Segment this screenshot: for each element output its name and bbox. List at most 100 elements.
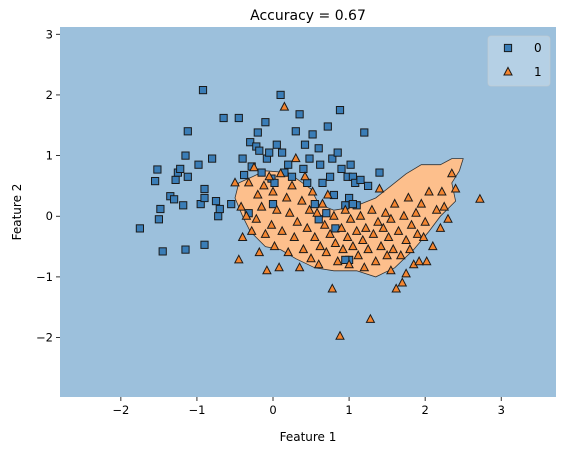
data-point-class-1: [450, 183, 461, 193]
data-point-class-1: [281, 192, 292, 202]
data-point-class-0: [208, 154, 217, 163]
data-point-class-1: [380, 207, 391, 217]
data-point-class-0: [215, 204, 224, 214]
data-point-class-1: [277, 225, 287, 235]
data-point-class-1: [315, 240, 326, 251]
data-point-class-0: [211, 197, 221, 206]
data-point-class-1: [336, 222, 347, 232]
data-point-class-0: [194, 160, 203, 169]
x-tick-label: 2: [421, 403, 428, 417]
data-point-class-1: [401, 234, 411, 244]
data-point-class-0: [305, 154, 314, 163]
data-point-class-0: [171, 175, 180, 185]
data-point-class-0: [200, 184, 209, 194]
data-point-class-1: [304, 204, 315, 214]
data-point-class-0: [158, 247, 167, 256]
data-point-class-1: [403, 192, 414, 202]
data-point-class-1: [322, 189, 333, 199]
data-point-class-1: [300, 171, 310, 181]
data-point-class-0: [299, 164, 308, 174]
data-point-class-0: [295, 110, 304, 119]
y-tick-label: −1: [36, 270, 53, 284]
data-point-class-1: [345, 213, 356, 223]
data-point-class-0: [322, 209, 331, 218]
y-tick-label: 1: [46, 149, 53, 163]
data-point-class-1: [378, 222, 389, 232]
y-tick-label: 0: [46, 209, 53, 223]
data-point-class-1: [241, 210, 252, 220]
data-point-class-1: [330, 237, 341, 247]
data-point-class-1: [236, 201, 246, 211]
data-point-class-1: [252, 189, 263, 199]
data-point-class-1: [399, 210, 409, 220]
data-point-class-1: [405, 243, 415, 254]
data-point-class-1: [418, 231, 429, 241]
data-point-class-0: [318, 178, 327, 188]
legend: 01: [487, 35, 551, 87]
data-point-class-0: [335, 106, 345, 115]
data-point-class-1: [365, 313, 376, 323]
x-axis-label: Feature 1: [280, 430, 337, 444]
data-point-class-1: [298, 243, 309, 254]
data-point-class-1: [359, 262, 370, 272]
data-point-class-1: [297, 195, 307, 205]
y-tick-label: −2: [36, 331, 53, 345]
data-point-class-1: [306, 253, 316, 263]
data-point-class-1: [363, 243, 373, 254]
x-tick-label: 0: [269, 403, 276, 417]
data-point-class-0: [255, 146, 264, 155]
data-point-class-1: [266, 219, 277, 229]
data-point-class-1: [292, 216, 303, 226]
legend-marker-class-1: [503, 66, 513, 76]
data-point-class-1: [313, 259, 324, 269]
data-point-class-1: [357, 234, 368, 244]
data-point-class-0: [261, 118, 270, 127]
data-point-class-1: [259, 180, 269, 190]
data-point-class-1: [388, 243, 399, 254]
data-point-class-1: [367, 204, 377, 214]
data-point-class-1: [317, 198, 328, 208]
data-point-class-1: [391, 283, 402, 293]
y-tick-label: 2: [46, 88, 53, 102]
data-point-class-0: [276, 90, 285, 100]
data-point-class-1: [249, 162, 259, 172]
data-point-class-0: [300, 140, 310, 149]
data-point-class-1: [302, 222, 313, 232]
data-point-class-1: [395, 250, 406, 260]
data-point-class-1: [233, 254, 244, 264]
data-point-class-0: [291, 127, 300, 136]
data-point-class-0: [246, 138, 255, 147]
data-point-class-0: [257, 168, 266, 177]
data-point-class-1: [312, 207, 322, 217]
data-point-class-0: [270, 178, 279, 188]
data-point-class-1: [406, 219, 417, 229]
x-tick-label: −2: [112, 403, 129, 417]
data-point-class-1: [260, 228, 271, 238]
data-point-class-0: [179, 201, 188, 210]
data-point-class-1: [325, 228, 335, 238]
data-point-class-1: [284, 207, 295, 217]
data-point-class-0: [314, 215, 323, 224]
data-point-class-1: [414, 256, 424, 266]
data-point-class-0: [348, 200, 357, 209]
data-point-class-0: [153, 165, 162, 174]
data-point-class-1: [475, 193, 485, 203]
data-point-class-1: [243, 177, 254, 187]
data-point-class-1: [246, 225, 257, 235]
data-point-class-1: [446, 168, 457, 178]
data-point-class-1: [439, 201, 450, 211]
data-point-class-0: [170, 195, 179, 204]
data-point-class-0: [238, 154, 247, 163]
data-point-class-1: [351, 225, 362, 235]
data-point-class-0: [308, 130, 317, 139]
data-point-class-0: [356, 175, 365, 185]
data-point-class-1: [416, 198, 427, 208]
data-point-class-1: [355, 210, 366, 220]
data-point-class-1: [332, 256, 343, 266]
data-point-class-1: [237, 231, 248, 241]
data-point-class-0: [278, 148, 287, 157]
data-point-class-0: [154, 215, 164, 224]
data-point-class-0: [337, 164, 346, 174]
data-point-class-1: [420, 216, 431, 226]
data-point-class-1: [327, 283, 338, 293]
